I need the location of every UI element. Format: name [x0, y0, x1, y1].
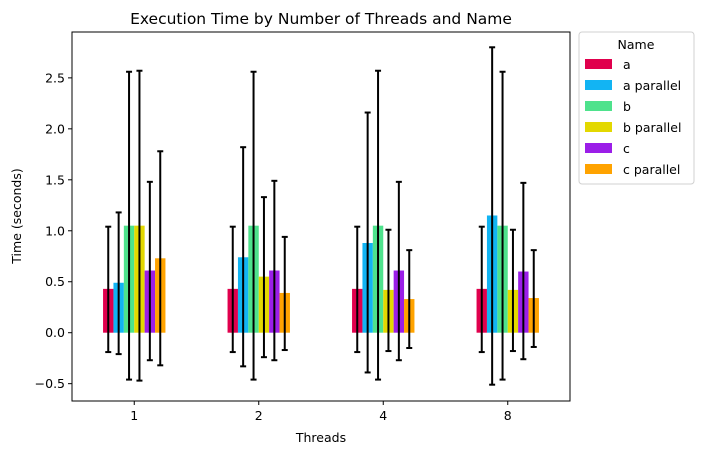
legend-swatch — [585, 101, 612, 111]
legend-swatch — [585, 80, 612, 90]
y-tick-label: 1.0 — [45, 223, 65, 238]
y-axis-label: Time (seconds) — [9, 168, 24, 264]
y-axis: −0.5 0.0 0.5 1.0 1.5 2.0 2.5 — [35, 70, 72, 391]
legend-label: c parallel — [623, 162, 680, 177]
legend-label: a parallel — [623, 78, 681, 93]
y-tick-label: −0.5 — [35, 376, 65, 391]
legend-swatch — [585, 59, 612, 69]
legend-label: b — [623, 99, 631, 114]
legend-swatch — [585, 143, 612, 153]
y-tick-label: 0.0 — [45, 325, 65, 340]
chart-title: Execution Time by Number of Threads and … — [130, 10, 512, 28]
x-tick-label: 2 — [255, 408, 263, 423]
legend-label: b parallel — [623, 120, 681, 135]
x-axis-label: Threads — [295, 430, 346, 445]
plot-area-frame — [71, 31, 571, 402]
error-bars-group — [105, 46, 537, 386]
x-axis: 1 2 4 8 — [130, 401, 512, 423]
legend-swatch — [585, 164, 612, 174]
x-tick-label: 4 — [379, 408, 387, 423]
legend-title: Name — [618, 37, 655, 52]
legend-items: a a parallel b b parallel c c parallel — [585, 57, 681, 177]
legend-label: a — [623, 57, 631, 72]
legend: Name a a parallel b b parallel c c parallel — [578, 31, 695, 185]
y-tick-label: 1.5 — [45, 172, 65, 187]
bars-group — [103, 215, 539, 333]
y-tick-label: 2.0 — [45, 121, 65, 136]
y-tick-label: 0.5 — [45, 274, 65, 289]
x-tick-label: 8 — [504, 408, 512, 423]
legend-swatch — [585, 122, 612, 132]
x-tick-label: 1 — [130, 408, 138, 423]
legend-label: c — [623, 141, 630, 156]
y-tick-label: 2.5 — [45, 70, 65, 85]
